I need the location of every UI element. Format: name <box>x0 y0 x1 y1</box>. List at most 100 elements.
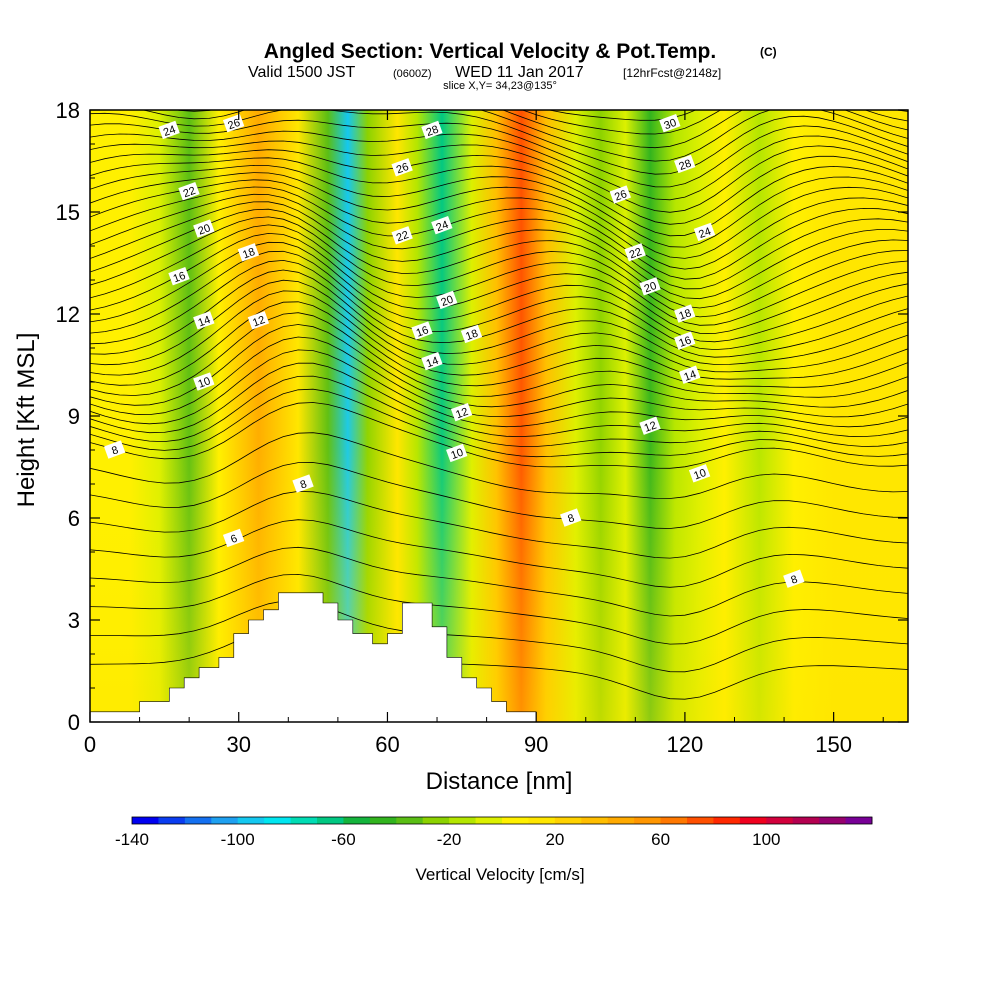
theta-contour-line <box>90 375 908 447</box>
x-tick-label: 90 <box>524 732 548 757</box>
theta-contour-line <box>90 336 908 418</box>
theta-contour-line <box>90 388 908 458</box>
colorbar-swatch <box>317 817 344 824</box>
chart-title-tag: (C) <box>760 45 777 59</box>
theta-contour-line <box>90 201 908 300</box>
theta-contour-label: 8 <box>292 474 314 493</box>
theta-contour-line <box>90 157 908 237</box>
x-axis-label: Distance [nm] <box>426 768 573 795</box>
theta-contour-line <box>90 362 908 438</box>
svg-text:16: 16 <box>415 324 431 339</box>
svg-text:12: 12 <box>454 406 470 421</box>
svg-text:10: 10 <box>449 447 465 462</box>
theta-contour-label: 16 <box>168 266 190 286</box>
svg-text:26: 26 <box>613 188 629 203</box>
colorbar-swatch <box>422 817 450 824</box>
svg-text:16: 16 <box>677 334 693 349</box>
theta-contour-line <box>90 490 908 559</box>
theta-contour-line <box>90 224 908 326</box>
theta-contour-line <box>90 349 908 428</box>
theta-contour-line <box>90 216 908 318</box>
svg-text:24: 24 <box>162 124 178 139</box>
colorbar-swatch <box>660 817 688 824</box>
colorbar-tick-label: 20 <box>545 830 564 849</box>
svg-text:28: 28 <box>677 158 693 173</box>
chart-title: Angled Section: Vertical Velocity & Pot.… <box>264 40 716 63</box>
x-tick-label: 60 <box>375 732 399 757</box>
theta-contour-label: 16 <box>674 331 696 350</box>
theta-contour-label: 20 <box>436 290 458 310</box>
colorbar-tick-label: -20 <box>437 830 462 849</box>
svg-text:12: 12 <box>643 419 659 434</box>
theta-contour-line <box>90 312 908 398</box>
colorbar-swatch <box>713 817 741 824</box>
colorbar-swatch <box>264 817 291 824</box>
theta-contour-line <box>90 0 908 17</box>
svg-text:8: 8 <box>566 512 576 525</box>
y-axis-label: Height [Kft MSL] <box>13 333 40 508</box>
theta-contour-line <box>90 600 908 673</box>
slice-label: slice X,Y= 34,23@135° <box>443 80 557 92</box>
svg-text:14: 14 <box>682 368 698 383</box>
theta-contour-label: 6 <box>222 528 245 548</box>
theta-contour-label: 24 <box>431 215 453 235</box>
colorbar-swatch <box>369 817 397 824</box>
theta-contour-label: 22 <box>178 181 200 201</box>
svg-text:28: 28 <box>425 124 441 139</box>
theta-contour-label: 16 <box>411 321 433 340</box>
colorbar-swatch <box>502 817 529 824</box>
colorbar-swatch <box>396 817 424 824</box>
svg-text:24: 24 <box>697 226 713 241</box>
theta-contour-label: 22 <box>391 226 413 245</box>
colorbar-frame <box>131 816 873 825</box>
theta-contour-label: 18 <box>674 304 696 323</box>
theta-contour-line <box>90 269 908 365</box>
colorbar-swatch <box>845 817 873 824</box>
svg-text:16: 16 <box>172 270 188 285</box>
theta-contour-line <box>90 172 908 259</box>
theta-contours <box>90 0 908 700</box>
y-tick-label: 9 <box>68 404 80 429</box>
svg-text:Valid 1500 JST: Valid 1500 JST <box>248 64 356 81</box>
svg-text:WED 11 Jan 2017: WED 11 Jan 2017 <box>455 64 584 81</box>
theta-contour-label: 8 <box>560 508 582 527</box>
colorbar-swatch <box>554 817 582 824</box>
y-axis: 0 3 6 9 12 15 18 <box>56 98 908 735</box>
colorbar-swatch <box>528 817 556 824</box>
theta-contour-line <box>90 402 908 469</box>
terrain-mask <box>90 592 537 722</box>
theta-contour-line <box>90 432 908 499</box>
x-tick-label: 150 <box>815 732 852 757</box>
theta-contour-label: 8 <box>103 440 126 459</box>
theta-contour-label: 10 <box>446 443 468 463</box>
theta-contour-line <box>90 290 908 380</box>
theta-contour-line <box>90 301 908 388</box>
y-tick-label: 18 <box>56 98 80 123</box>
theta-contour-label: 22 <box>624 243 646 262</box>
theta-contour-label: 24 <box>158 120 180 140</box>
y-tick-label: 6 <box>68 506 80 531</box>
colorbar-tick-label: -60 <box>331 830 356 849</box>
colorbar-tick-label: -100 <box>221 830 255 849</box>
svg-text:18: 18 <box>464 328 480 343</box>
svg-text:[12hrFcst@2148z]: [12hrFcst@2148z] <box>623 66 721 80</box>
theta-contour-label: 18 <box>237 243 260 262</box>
svg-text:14: 14 <box>197 314 213 329</box>
theta-contour-label: 8 <box>783 569 805 588</box>
svg-text:18: 18 <box>677 307 693 322</box>
theta-contour-line <box>90 0 908 38</box>
colorbar-swatch <box>211 817 239 824</box>
svg-text:8: 8 <box>789 573 799 586</box>
theta-contour-line <box>90 324 908 408</box>
theta-contour-line <box>90 0 908 7</box>
theta-contour-line <box>90 546 908 617</box>
theta-contour-label: 12 <box>639 416 661 435</box>
theta-contour-line <box>90 149 908 225</box>
colorbar-swatch <box>290 817 318 824</box>
y-tick-label: 15 <box>56 200 80 225</box>
theta-contour-label: 28 <box>421 120 443 140</box>
theta-contour-label: 14 <box>421 351 443 371</box>
colorbar-swatch <box>132 817 159 824</box>
colorbar-tick-label: -140 <box>115 830 149 849</box>
